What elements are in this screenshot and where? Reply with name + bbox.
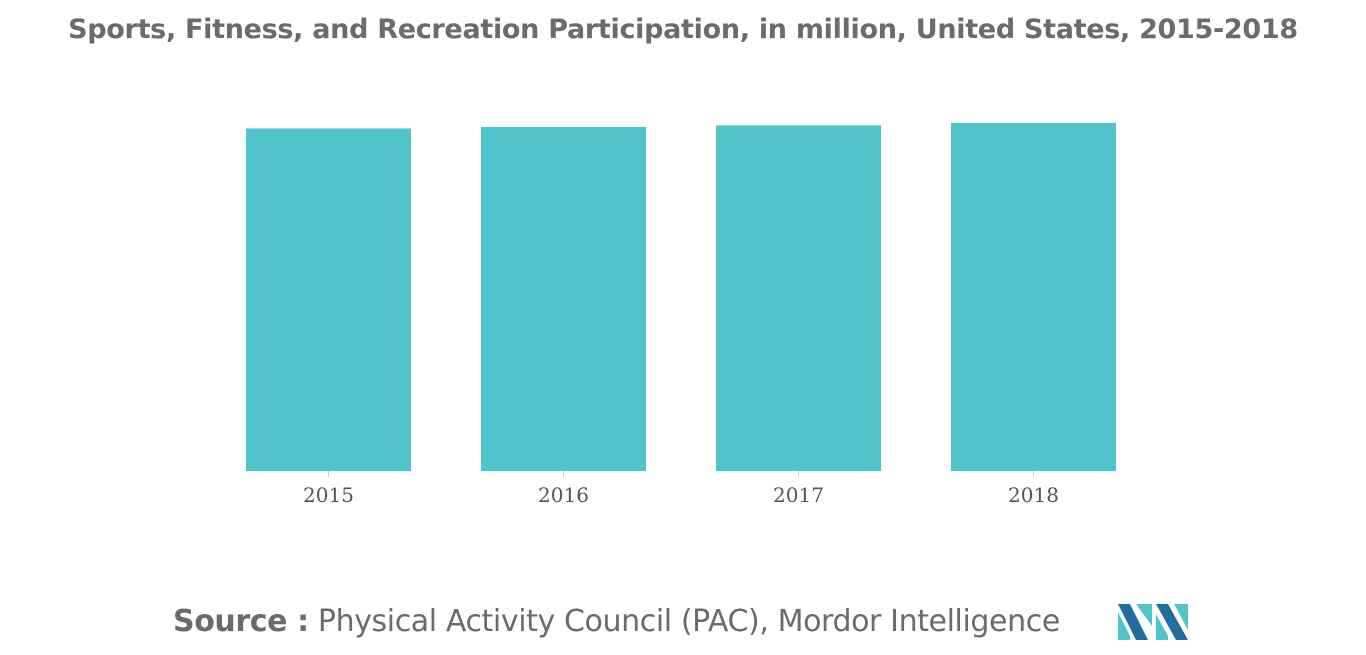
x-tick-label-2015: 2015 [303,483,354,507]
x-tick-label-2016: 2016 [538,483,589,507]
bar-2015 [246,128,411,471]
logo-shape-3 [1136,604,1152,626]
bar-2017 [716,125,881,471]
x-tick-label-2017: 2017 [773,483,824,507]
x-tick-label-2018: 2018 [1008,483,1059,507]
bar-2018 [951,123,1116,471]
logo-shape-4 [1156,604,1188,640]
source-text: Physical Activity Council (PAC), Mordor … [317,604,1060,639]
logo-shape-2 [1118,612,1130,640]
source-line: Source : Physical Activity Council (PAC)… [173,604,1060,639]
source-label: Source : [173,604,309,639]
mordor-intelligence-logo-icon [1118,604,1188,640]
logo-shape-6 [1174,604,1188,630]
logo-shape-1 [1118,604,1148,640]
bar-2016 [481,126,646,472]
chart-title: Sports, Fitness, and Recreation Particip… [68,14,1298,45]
logo-shape-5 [1156,614,1168,640]
